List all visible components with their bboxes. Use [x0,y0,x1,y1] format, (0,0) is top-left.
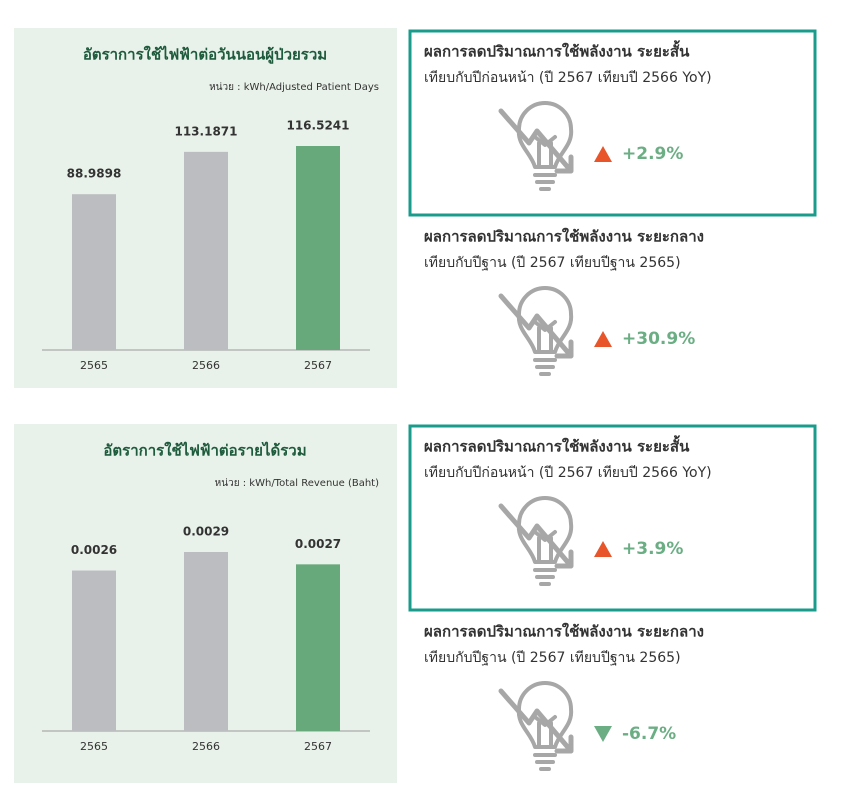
panel-title: ผลการลดปริมาณการใช้พลังงาน ระยะสั้น [424,435,690,456]
bulb-icon [498,681,574,771]
x-tick-label: 2565 [80,740,108,753]
bulb-outline [516,681,574,749]
value-label: 0.0029 [183,525,229,539]
bulb-outline [516,101,574,169]
bar [72,570,116,731]
change-value: +30.9% [622,329,695,349]
value-label: 0.0026 [71,543,117,557]
bulb-outline [516,286,574,354]
bulb-base [533,358,557,376]
bar [296,146,340,350]
value-label: 0.0027 [295,537,341,551]
panel-outline [408,29,817,217]
trend-arrow [594,726,612,742]
chart-unit: หน่วย : kWh/Adjusted Patient Days [209,82,379,93]
down-arrow [498,293,574,359]
trend-arrow [594,146,612,162]
trend-arrow [594,541,612,557]
trend-arrow [594,331,612,347]
bulb-base [533,568,557,586]
chart-title: อัตราการใช้ไฟฟ้าต่อวันนอนผู้ป่วยรวม [83,45,327,65]
chart-title: อัตราการใช้ไฟฟ้าต่อรายได้รวม [103,441,306,460]
panel-outline [408,424,817,612]
panel-title: ผลการลดปริมาณการใช้พลังงาน ระยะกลาง [424,228,704,246]
value-label: 88.9898 [67,167,122,181]
x-tick-label: 2567 [304,359,332,372]
bar [184,151,228,350]
down-arrow [498,688,574,754]
panel-title: ผลการลดปริมาณการใช้พลังงาน ระยะกลาง [424,623,704,641]
x-tick-label: 2567 [304,740,332,753]
bulb-base [533,173,557,191]
panel-subtitle: เทียบกับปีฐาน (ปี 2567 เทียบปีฐาน 2565) [424,255,681,271]
panel-subtitle: เทียบกับปีก่อนหน้า (ปี 2567 เทียบปี 2566… [424,465,712,481]
bar [296,564,340,731]
bulb-base [533,753,557,771]
panel-title: ผลการลดปริมาณการใช้พลังงาน ระยะสั้น [424,40,690,61]
change-value: +2.9% [622,144,683,164]
change-value: +3.9% [622,539,683,559]
x-tick-label: 2565 [80,359,108,372]
down-arrow [498,108,574,174]
change-value: -6.7% [622,724,676,744]
bar [72,194,116,350]
value-label: 113.1871 [174,124,237,138]
panel-subtitle: เทียบกับปีฐาน (ปี 2567 เทียบปีฐาน 2565) [424,650,681,666]
bulb-icon [498,286,574,376]
chart-unit: หน่วย : kWh/Total Revenue (Baht) [215,478,379,489]
value-label: 116.5241 [286,119,349,133]
bulb-outline [516,496,574,564]
bulb-icon [498,101,574,191]
x-tick-label: 2566 [192,740,220,753]
x-tick-label: 2566 [192,359,220,372]
bar [184,552,228,731]
down-arrow [498,503,574,569]
panel-subtitle: เทียบกับปีก่อนหน้า (ปี 2567 เทียบปี 2566… [424,70,712,86]
bulb-icon [498,496,574,586]
